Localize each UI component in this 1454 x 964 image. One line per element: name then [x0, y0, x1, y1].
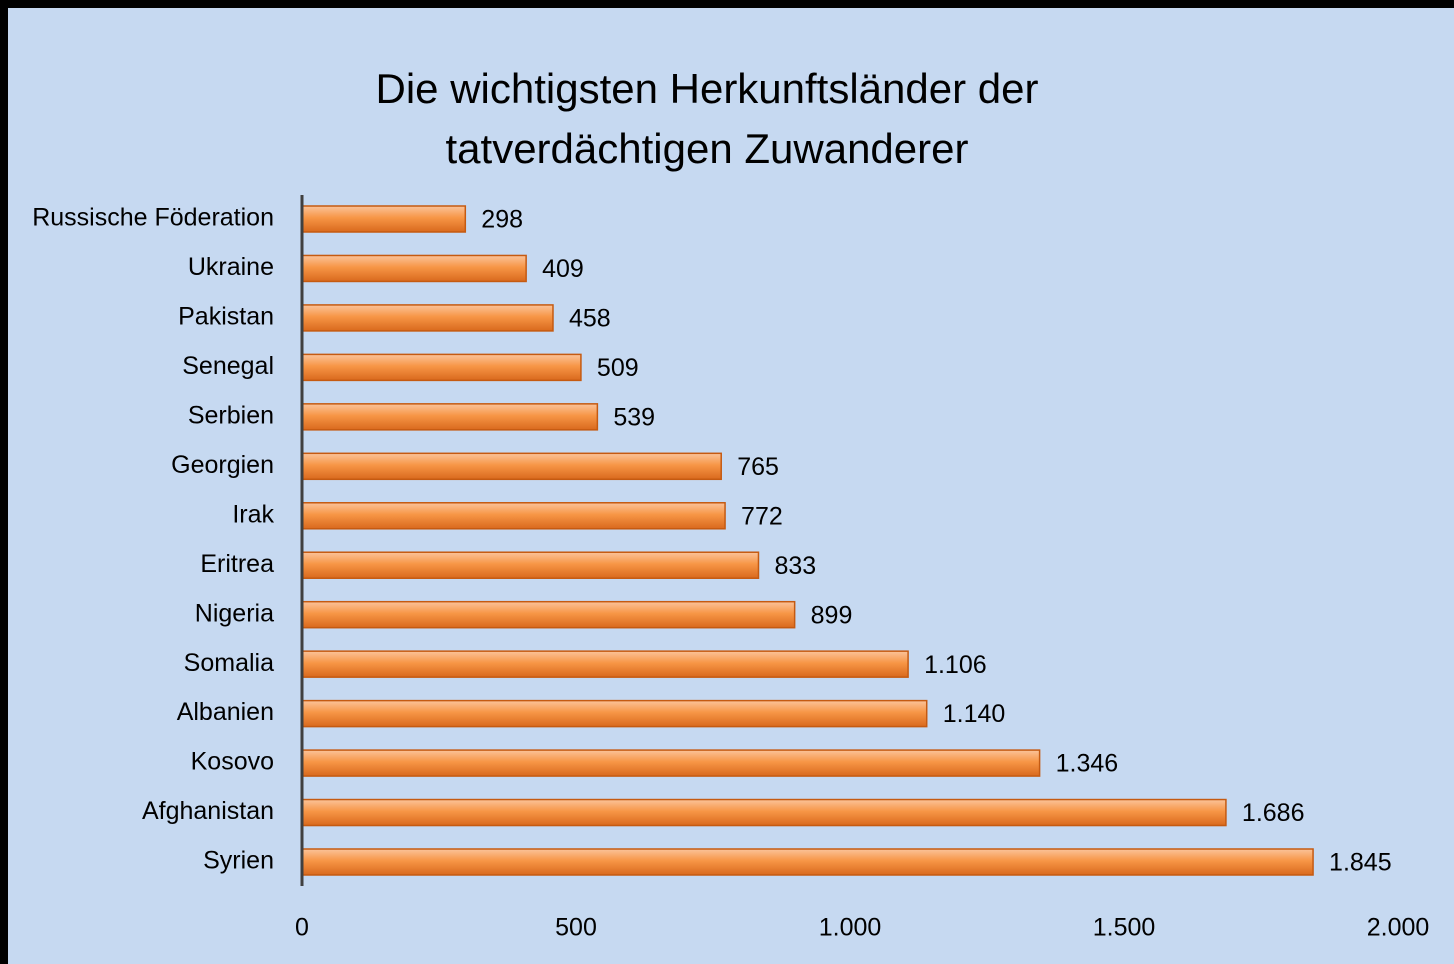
x-tick-label: 1.500: [1093, 914, 1156, 942]
bar: [301, 699, 928, 728]
data-label: 409: [542, 255, 584, 283]
data-label: 899: [811, 601, 853, 629]
bar: [301, 403, 599, 431]
y-tick-label: Kosovo: [191, 748, 274, 776]
chart-title: Die wichtigsten Herkunftsländer der: [376, 65, 1039, 112]
y-tick-label: Georgien: [171, 451, 274, 479]
y-tick-label: Albanien: [177, 698, 274, 726]
y-tick-label: Syrien: [203, 847, 274, 875]
bar: [301, 502, 726, 530]
y-tick-label: Senegal: [182, 352, 274, 380]
y-tick-label: Eritrea: [200, 550, 274, 578]
x-tick-label: 500: [555, 914, 597, 942]
x-tick-label: 0: [295, 914, 309, 942]
y-tick-label: Serbien: [188, 401, 274, 429]
data-label: 765: [737, 453, 779, 481]
y-tick-label: Somalia: [184, 649, 274, 677]
data-label: 1.845: [1329, 849, 1392, 877]
data-label: 772: [741, 502, 783, 530]
bar: [301, 600, 796, 629]
y-tick-label: Nigeria: [195, 599, 274, 627]
bar: [301, 749, 1041, 777]
bar: [301, 304, 554, 332]
data-label: 509: [597, 354, 639, 382]
y-tick-label: Afghanistan: [142, 797, 274, 825]
y-tick-label: Pakistan: [178, 303, 274, 331]
bar: [301, 650, 909, 678]
y-tick-label: Ukraine: [188, 253, 274, 281]
bar: [301, 353, 582, 382]
y-tick-label: Irak: [232, 500, 274, 528]
bar: [301, 452, 722, 481]
bar: [301, 798, 1227, 827]
chart-title: tatverdächtigen Zuwanderer: [446, 125, 969, 172]
bar: [301, 551, 760, 579]
data-label: 833: [774, 552, 816, 580]
data-label: 1.686: [1242, 799, 1305, 827]
data-label: 458: [569, 305, 611, 333]
x-tick-label: 1.000: [819, 914, 882, 942]
data-label: 1.140: [943, 700, 1006, 728]
x-tick-label: 2.000: [1367, 914, 1430, 942]
data-label: 298: [481, 206, 523, 234]
data-label: 1.106: [924, 651, 987, 679]
y-tick-label: Russische Föderation: [32, 204, 274, 232]
bar: [301, 848, 1314, 876]
data-label: 539: [613, 403, 655, 431]
bar: [301, 205, 467, 233]
data-label: 1.346: [1056, 750, 1119, 778]
bar: [301, 254, 527, 283]
